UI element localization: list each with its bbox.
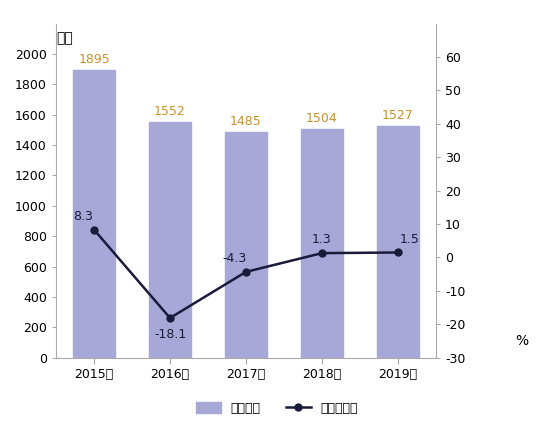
Text: 1504: 1504 (306, 112, 338, 126)
比上年增长 (243, 269, 249, 274)
比上年增长 (394, 250, 401, 255)
比上年增长 (167, 315, 173, 320)
Bar (73, 70, 115, 358)
Bar (301, 129, 343, 358)
比上年增长 (91, 227, 98, 232)
Text: 1895: 1895 (78, 53, 110, 66)
Bar (225, 132, 267, 358)
Text: 1485: 1485 (230, 115, 262, 128)
Line: 比上年增长: 比上年增长 (91, 226, 401, 322)
Text: 万吨: 万吨 (56, 31, 73, 45)
Text: 1.3: 1.3 (312, 233, 332, 247)
Text: 8.3: 8.3 (73, 210, 93, 223)
Bar (149, 122, 191, 358)
Text: 1527: 1527 (382, 109, 414, 122)
比上年增长 (319, 250, 325, 256)
Text: 1.5: 1.5 (399, 233, 419, 246)
Text: -4.3: -4.3 (223, 252, 247, 265)
Text: 1552: 1552 (154, 105, 186, 118)
Text: %: % (516, 334, 529, 348)
Text: -18.1: -18.1 (154, 328, 186, 341)
Bar (377, 126, 419, 358)
Legend: 粮食产量, 比上年增长: 粮食产量, 比上年增长 (191, 397, 363, 420)
